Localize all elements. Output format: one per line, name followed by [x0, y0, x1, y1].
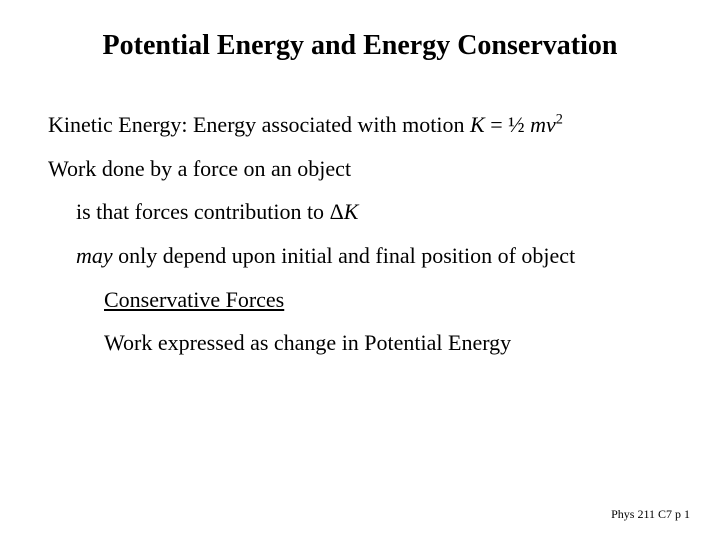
- contribution-line: is that forces contribution to ΔK: [48, 197, 672, 227]
- var-mv: mv: [530, 112, 556, 137]
- kinetic-text: Kinetic Energy: Energy associated with m…: [48, 112, 470, 137]
- work-done-line: Work done by a force on an object: [48, 154, 672, 184]
- may-word: may: [76, 243, 113, 268]
- may-rest: only depend upon initial and final posit…: [113, 243, 576, 268]
- potential-energy-line: Work expressed as change in Potential En…: [48, 328, 672, 358]
- slide-body: Kinetic Energy: Energy associated with m…: [48, 110, 672, 372]
- slide: Potential Energy and Energy Conservation…: [0, 0, 720, 540]
- kinetic-energy-line: Kinetic Energy: Energy associated with m…: [48, 110, 672, 140]
- eq-half: = ½: [485, 112, 530, 137]
- var-K: K: [470, 112, 485, 137]
- may-line: may only depend upon initial and final p…: [48, 241, 672, 271]
- contrib-text: is that forces contribution to: [76, 199, 330, 224]
- exp-2: 2: [556, 112, 563, 128]
- slide-footer: Phys 211 C7 p 1: [611, 507, 690, 522]
- delta-symbol: Δ: [330, 199, 344, 224]
- conservative-forces-line: Conservative Forces: [48, 285, 672, 315]
- slide-title: Potential Energy and Energy Conservation: [0, 30, 720, 62]
- conservative-forces-label: Conservative Forces: [104, 287, 284, 312]
- var-K-2: K: [344, 199, 359, 224]
